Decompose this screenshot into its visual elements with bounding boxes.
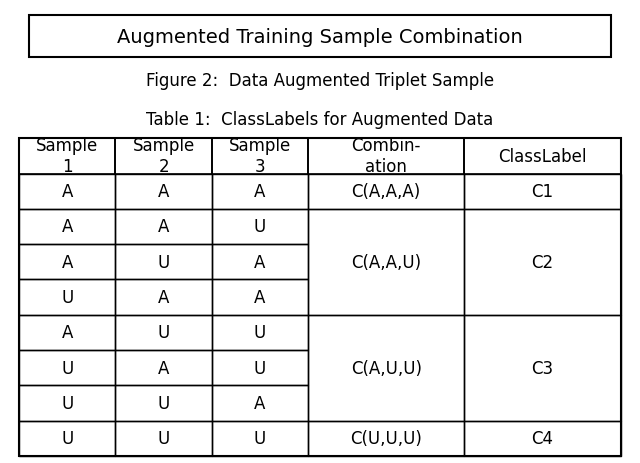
Text: Table 1:  ClassLabels for Augmented Data: Table 1: ClassLabels for Augmented Data bbox=[147, 111, 493, 128]
Bar bbox=[212, 350, 308, 386]
Text: A: A bbox=[158, 183, 169, 201]
Text: ClassLabel: ClassLabel bbox=[499, 148, 587, 165]
Bar bbox=[212, 174, 308, 209]
Text: A: A bbox=[254, 288, 266, 307]
Text: U: U bbox=[61, 359, 74, 377]
Text: Sample
1: Sample 1 bbox=[36, 137, 99, 176]
Bar bbox=[115, 315, 212, 350]
Text: A: A bbox=[158, 359, 169, 377]
Bar bbox=[115, 244, 212, 280]
Text: C(A,A,U): C(A,A,U) bbox=[351, 253, 421, 271]
Text: U: U bbox=[157, 253, 170, 271]
Text: U: U bbox=[157, 430, 170, 447]
Text: C4: C4 bbox=[532, 430, 554, 447]
Bar bbox=[19, 209, 115, 244]
Bar bbox=[115, 174, 212, 209]
Bar bbox=[212, 209, 308, 244]
Bar bbox=[115, 209, 212, 244]
Bar bbox=[212, 244, 308, 280]
Bar bbox=[115, 139, 212, 174]
Bar bbox=[19, 421, 115, 456]
Text: A: A bbox=[61, 218, 73, 236]
Text: C(A,A,A): C(A,A,A) bbox=[351, 183, 421, 201]
Text: C(U,U,U): C(U,U,U) bbox=[350, 430, 422, 447]
Text: C(A,U,U): C(A,U,U) bbox=[351, 359, 422, 377]
Bar bbox=[465, 421, 621, 456]
Text: A: A bbox=[254, 183, 266, 201]
Text: U: U bbox=[61, 394, 74, 412]
Bar bbox=[19, 139, 115, 174]
Bar bbox=[29, 16, 611, 58]
Bar bbox=[465, 315, 621, 421]
Bar bbox=[19, 280, 115, 315]
Bar bbox=[115, 280, 212, 315]
Text: A: A bbox=[158, 288, 169, 307]
Bar bbox=[212, 421, 308, 456]
Text: U: U bbox=[253, 218, 266, 236]
Text: U: U bbox=[253, 430, 266, 447]
Text: Sample
3: Sample 3 bbox=[228, 137, 291, 176]
Text: A: A bbox=[254, 394, 266, 412]
Text: C3: C3 bbox=[532, 359, 554, 377]
Bar bbox=[19, 350, 115, 386]
Bar bbox=[19, 174, 115, 209]
Text: A: A bbox=[61, 324, 73, 342]
Text: U: U bbox=[61, 288, 74, 307]
Bar bbox=[19, 386, 115, 421]
Bar bbox=[19, 139, 621, 456]
Text: Sample
2: Sample 2 bbox=[132, 137, 195, 176]
Bar bbox=[308, 209, 465, 315]
Bar bbox=[465, 139, 621, 174]
Text: A: A bbox=[61, 253, 73, 271]
Text: Augmented Training Sample Combination: Augmented Training Sample Combination bbox=[117, 28, 523, 46]
Bar bbox=[212, 139, 308, 174]
Bar bbox=[308, 174, 465, 209]
Bar bbox=[212, 280, 308, 315]
Bar bbox=[115, 421, 212, 456]
Bar bbox=[115, 350, 212, 386]
Bar bbox=[465, 209, 621, 315]
Bar bbox=[19, 244, 115, 280]
Bar bbox=[308, 421, 465, 456]
Bar bbox=[212, 386, 308, 421]
Bar bbox=[308, 315, 465, 421]
Text: C1: C1 bbox=[532, 183, 554, 201]
Text: A: A bbox=[254, 253, 266, 271]
Text: U: U bbox=[253, 324, 266, 342]
Bar bbox=[212, 315, 308, 350]
Text: A: A bbox=[61, 183, 73, 201]
Text: U: U bbox=[61, 430, 74, 447]
Bar bbox=[465, 174, 621, 209]
Text: Figure 2:  Data Augmented Triplet Sample: Figure 2: Data Augmented Triplet Sample bbox=[146, 72, 494, 90]
Text: U: U bbox=[157, 324, 170, 342]
Bar bbox=[308, 139, 465, 174]
Bar bbox=[115, 386, 212, 421]
Text: U: U bbox=[253, 359, 266, 377]
Bar bbox=[19, 315, 115, 350]
Text: A: A bbox=[158, 218, 169, 236]
Text: U: U bbox=[157, 394, 170, 412]
Text: Combin-
ation: Combin- ation bbox=[351, 137, 421, 176]
Text: C2: C2 bbox=[532, 253, 554, 271]
